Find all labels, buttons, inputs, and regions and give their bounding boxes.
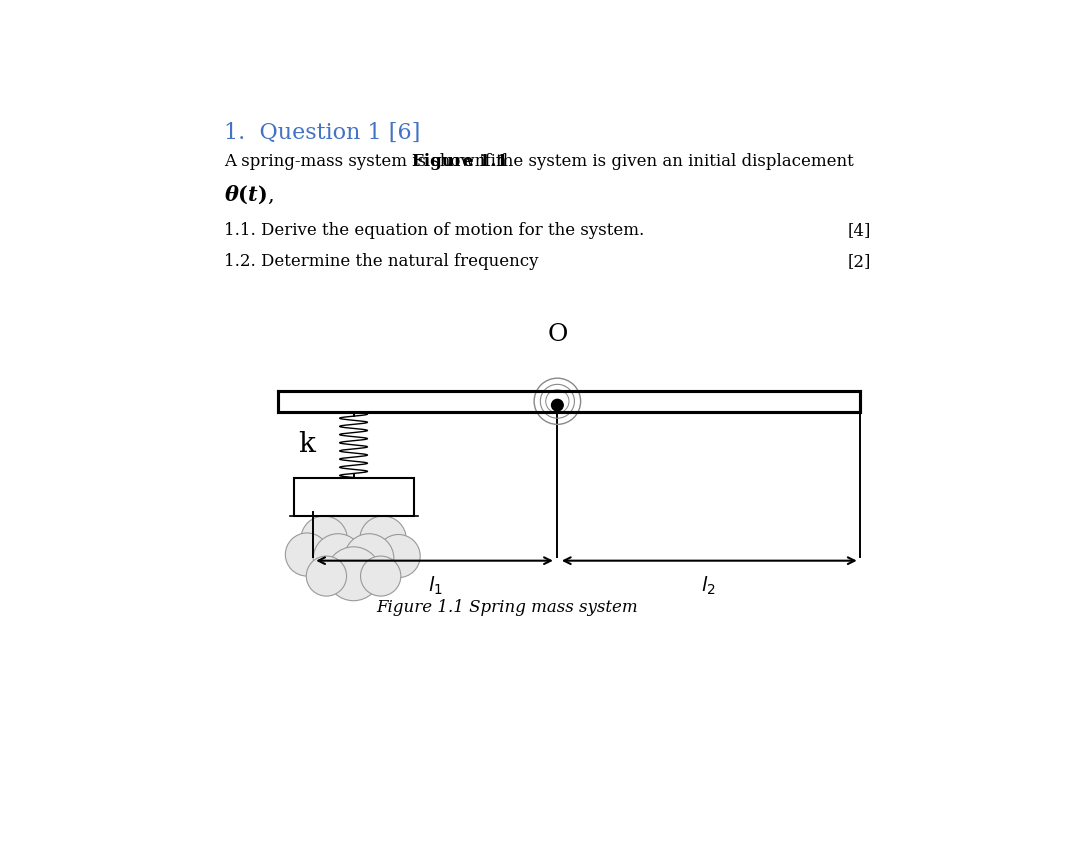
Bar bbox=[279, 391, 860, 412]
Circle shape bbox=[313, 533, 363, 583]
Text: $\it{l}_2$: $\it{l}_2$ bbox=[701, 575, 716, 597]
Circle shape bbox=[285, 533, 328, 576]
Circle shape bbox=[552, 399, 563, 411]
Text: . if the system is given an initial displacement: . if the system is given an initial disp… bbox=[469, 153, 854, 170]
Text: O: O bbox=[548, 323, 568, 346]
Text: [2]: [2] bbox=[848, 253, 872, 270]
Text: 1.2. Determine the natural frequency: 1.2. Determine the natural frequency bbox=[225, 253, 539, 270]
Circle shape bbox=[326, 547, 380, 600]
Circle shape bbox=[307, 556, 347, 596]
Text: 1.  Question 1 [6]: 1. Question 1 [6] bbox=[225, 122, 420, 144]
Text: [4]: [4] bbox=[848, 222, 872, 239]
Circle shape bbox=[361, 556, 401, 596]
Circle shape bbox=[345, 533, 394, 583]
Circle shape bbox=[360, 516, 406, 562]
Circle shape bbox=[301, 516, 348, 562]
Bar bbox=[294, 477, 414, 516]
Circle shape bbox=[323, 502, 384, 564]
Text: k: k bbox=[298, 432, 314, 458]
Text: $\it{l}_1$: $\it{l}_1$ bbox=[428, 575, 443, 597]
Bar bbox=[286, 501, 422, 516]
Circle shape bbox=[377, 534, 420, 577]
Text: 1.1. Derive the equation of motion for the system.: 1.1. Derive the equation of motion for t… bbox=[225, 222, 645, 239]
Text: A spring-mass system is shown in: A spring-mass system is shown in bbox=[225, 153, 512, 170]
Text: Figure 1.1 Spring mass system: Figure 1.1 Spring mass system bbox=[376, 600, 638, 616]
Text: $\boldsymbol{\theta(t)}$,: $\boldsymbol{\theta(t)}$, bbox=[225, 183, 274, 206]
Text: Figure 1.1: Figure 1.1 bbox=[413, 153, 508, 170]
